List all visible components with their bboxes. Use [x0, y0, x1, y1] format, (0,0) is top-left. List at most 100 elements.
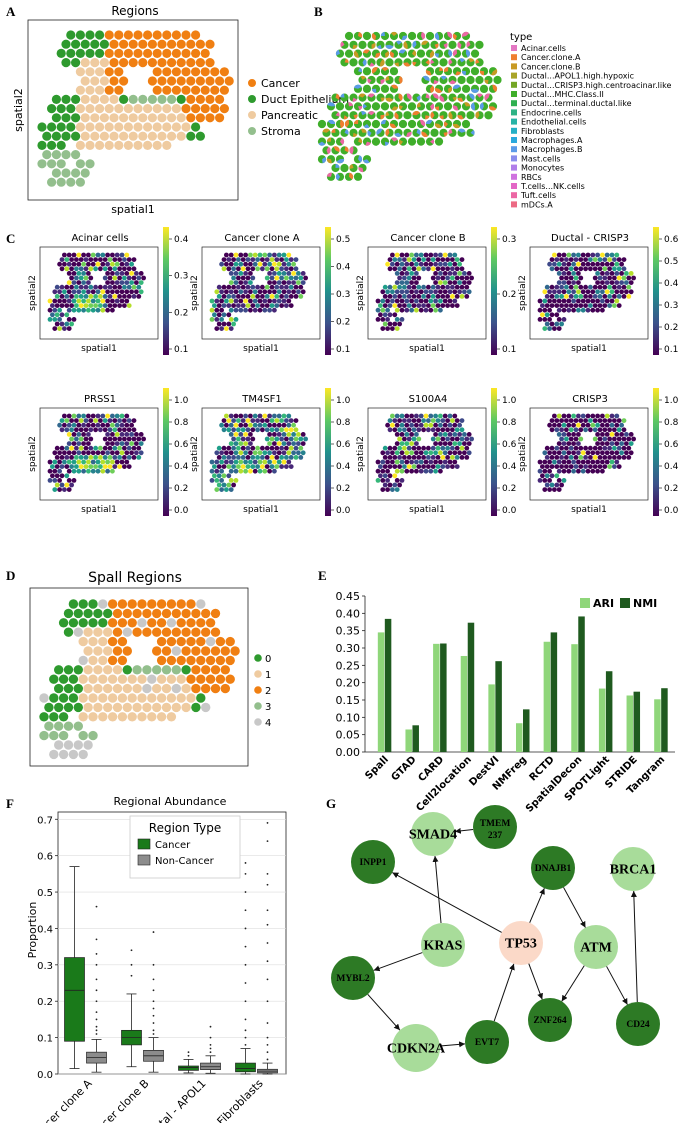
- map-spot: [588, 294, 593, 299]
- pie-slice: [430, 103, 435, 111]
- map-spot: [457, 422, 462, 428]
- pie-spot: [479, 67, 489, 76]
- map-spot: [568, 284, 574, 290]
- map-spot: [274, 455, 280, 460]
- outlier: [244, 862, 247, 864]
- map-spot: [264, 284, 270, 290]
- map-spot: [81, 289, 86, 295]
- map-spot: [59, 455, 65, 460]
- map-spot: [59, 284, 65, 290]
- region-spot: [152, 104, 162, 114]
- map-spot: [452, 432, 458, 437]
- map-spot: [564, 427, 569, 433]
- outlier: [152, 1033, 155, 1035]
- map-spot: [276, 280, 282, 285]
- map-spot: [214, 478, 220, 483]
- map-spot: [612, 303, 617, 308]
- pie-slice: [362, 49, 370, 54]
- map-spot: [98, 257, 103, 262]
- region-spot: [195, 131, 205, 141]
- region-spot: [71, 94, 81, 104]
- map-spot: [81, 450, 86, 456]
- map-spot: [554, 445, 560, 451]
- map-spot: [286, 271, 292, 276]
- region-spot: [51, 131, 62, 141]
- cluster-spot: [103, 627, 113, 637]
- region-spot: [114, 67, 124, 77]
- pie-spot: [371, 84, 381, 93]
- map-spot: [131, 257, 137, 262]
- map-spot: [428, 468, 434, 474]
- pie-spot: [407, 102, 417, 111]
- map-spot: [269, 303, 275, 308]
- map-spot: [112, 284, 118, 290]
- pie-slice: [459, 58, 465, 63]
- map-spot: [81, 307, 86, 313]
- map-spot: [628, 432, 634, 437]
- node-label: CDKN2A: [387, 1042, 446, 1057]
- map-spot: [134, 271, 139, 276]
- cluster-spot: [142, 702, 152, 713]
- cluster-spot: [122, 683, 132, 694]
- map-spot: [459, 284, 465, 290]
- cluster-spot: [54, 702, 64, 713]
- map-spot: [580, 252, 586, 258]
- region-spot: [143, 48, 153, 59]
- map-spot: [580, 289, 586, 295]
- pie-slice: [349, 164, 354, 169]
- map-spot: [433, 298, 438, 304]
- map-spot: [233, 289, 239, 295]
- pie-spot: [412, 93, 421, 102]
- pie-spot: [389, 102, 399, 111]
- pie-slice: [371, 33, 376, 41]
- map-spot: [559, 427, 564, 433]
- cluster-spot: [83, 627, 93, 637]
- map-spot: [394, 326, 400, 331]
- map-spot: [380, 450, 386, 456]
- map-spot: [214, 289, 220, 295]
- map-spot: [126, 266, 132, 272]
- cluster-spot: [58, 618, 69, 628]
- cluster-spot: [201, 665, 211, 675]
- map-spot: [552, 252, 557, 258]
- map-spot: [552, 459, 557, 465]
- pie-slice: [358, 106, 363, 111]
- cluster-spot: [176, 636, 186, 647]
- map-spot: [440, 275, 446, 281]
- map-spot: [542, 307, 548, 313]
- pie-spot: [434, 31, 444, 41]
- map-spot: [394, 307, 400, 313]
- map-spot: [571, 252, 576, 258]
- map-spot: [209, 468, 215, 474]
- map-spot: [66, 450, 72, 456]
- map-spot: [216, 303, 222, 308]
- map-spot: [228, 459, 234, 465]
- map-spot: [564, 418, 569, 423]
- colorbar: [325, 227, 331, 355]
- map-spot: [612, 418, 617, 423]
- map-spot: [402, 266, 407, 272]
- pie-slice: [488, 106, 497, 111]
- map-spot: [98, 455, 103, 460]
- gene-node: EVT7: [465, 1020, 509, 1064]
- pie-spot: [461, 119, 471, 129]
- map-spot: [580, 261, 586, 267]
- map-spot: [394, 252, 400, 258]
- map-spot: [459, 427, 465, 433]
- region-spot: [51, 150, 62, 160]
- map-spot: [549, 464, 555, 469]
- pie-spot: [412, 111, 421, 120]
- cluster-spot: [186, 693, 196, 703]
- map-spot: [95, 307, 101, 313]
- pie-spot: [362, 155, 372, 164]
- map-spot: [602, 436, 608, 442]
- map-spot: [250, 275, 256, 281]
- region-spot: [99, 39, 109, 49]
- pie-spot: [385, 93, 394, 102]
- pie-slice: [430, 111, 435, 119]
- bar: [516, 723, 523, 752]
- region-spot: [85, 30, 95, 40]
- map-spot: [578, 266, 584, 272]
- region-spot: [75, 159, 85, 169]
- map-spot: [619, 261, 624, 267]
